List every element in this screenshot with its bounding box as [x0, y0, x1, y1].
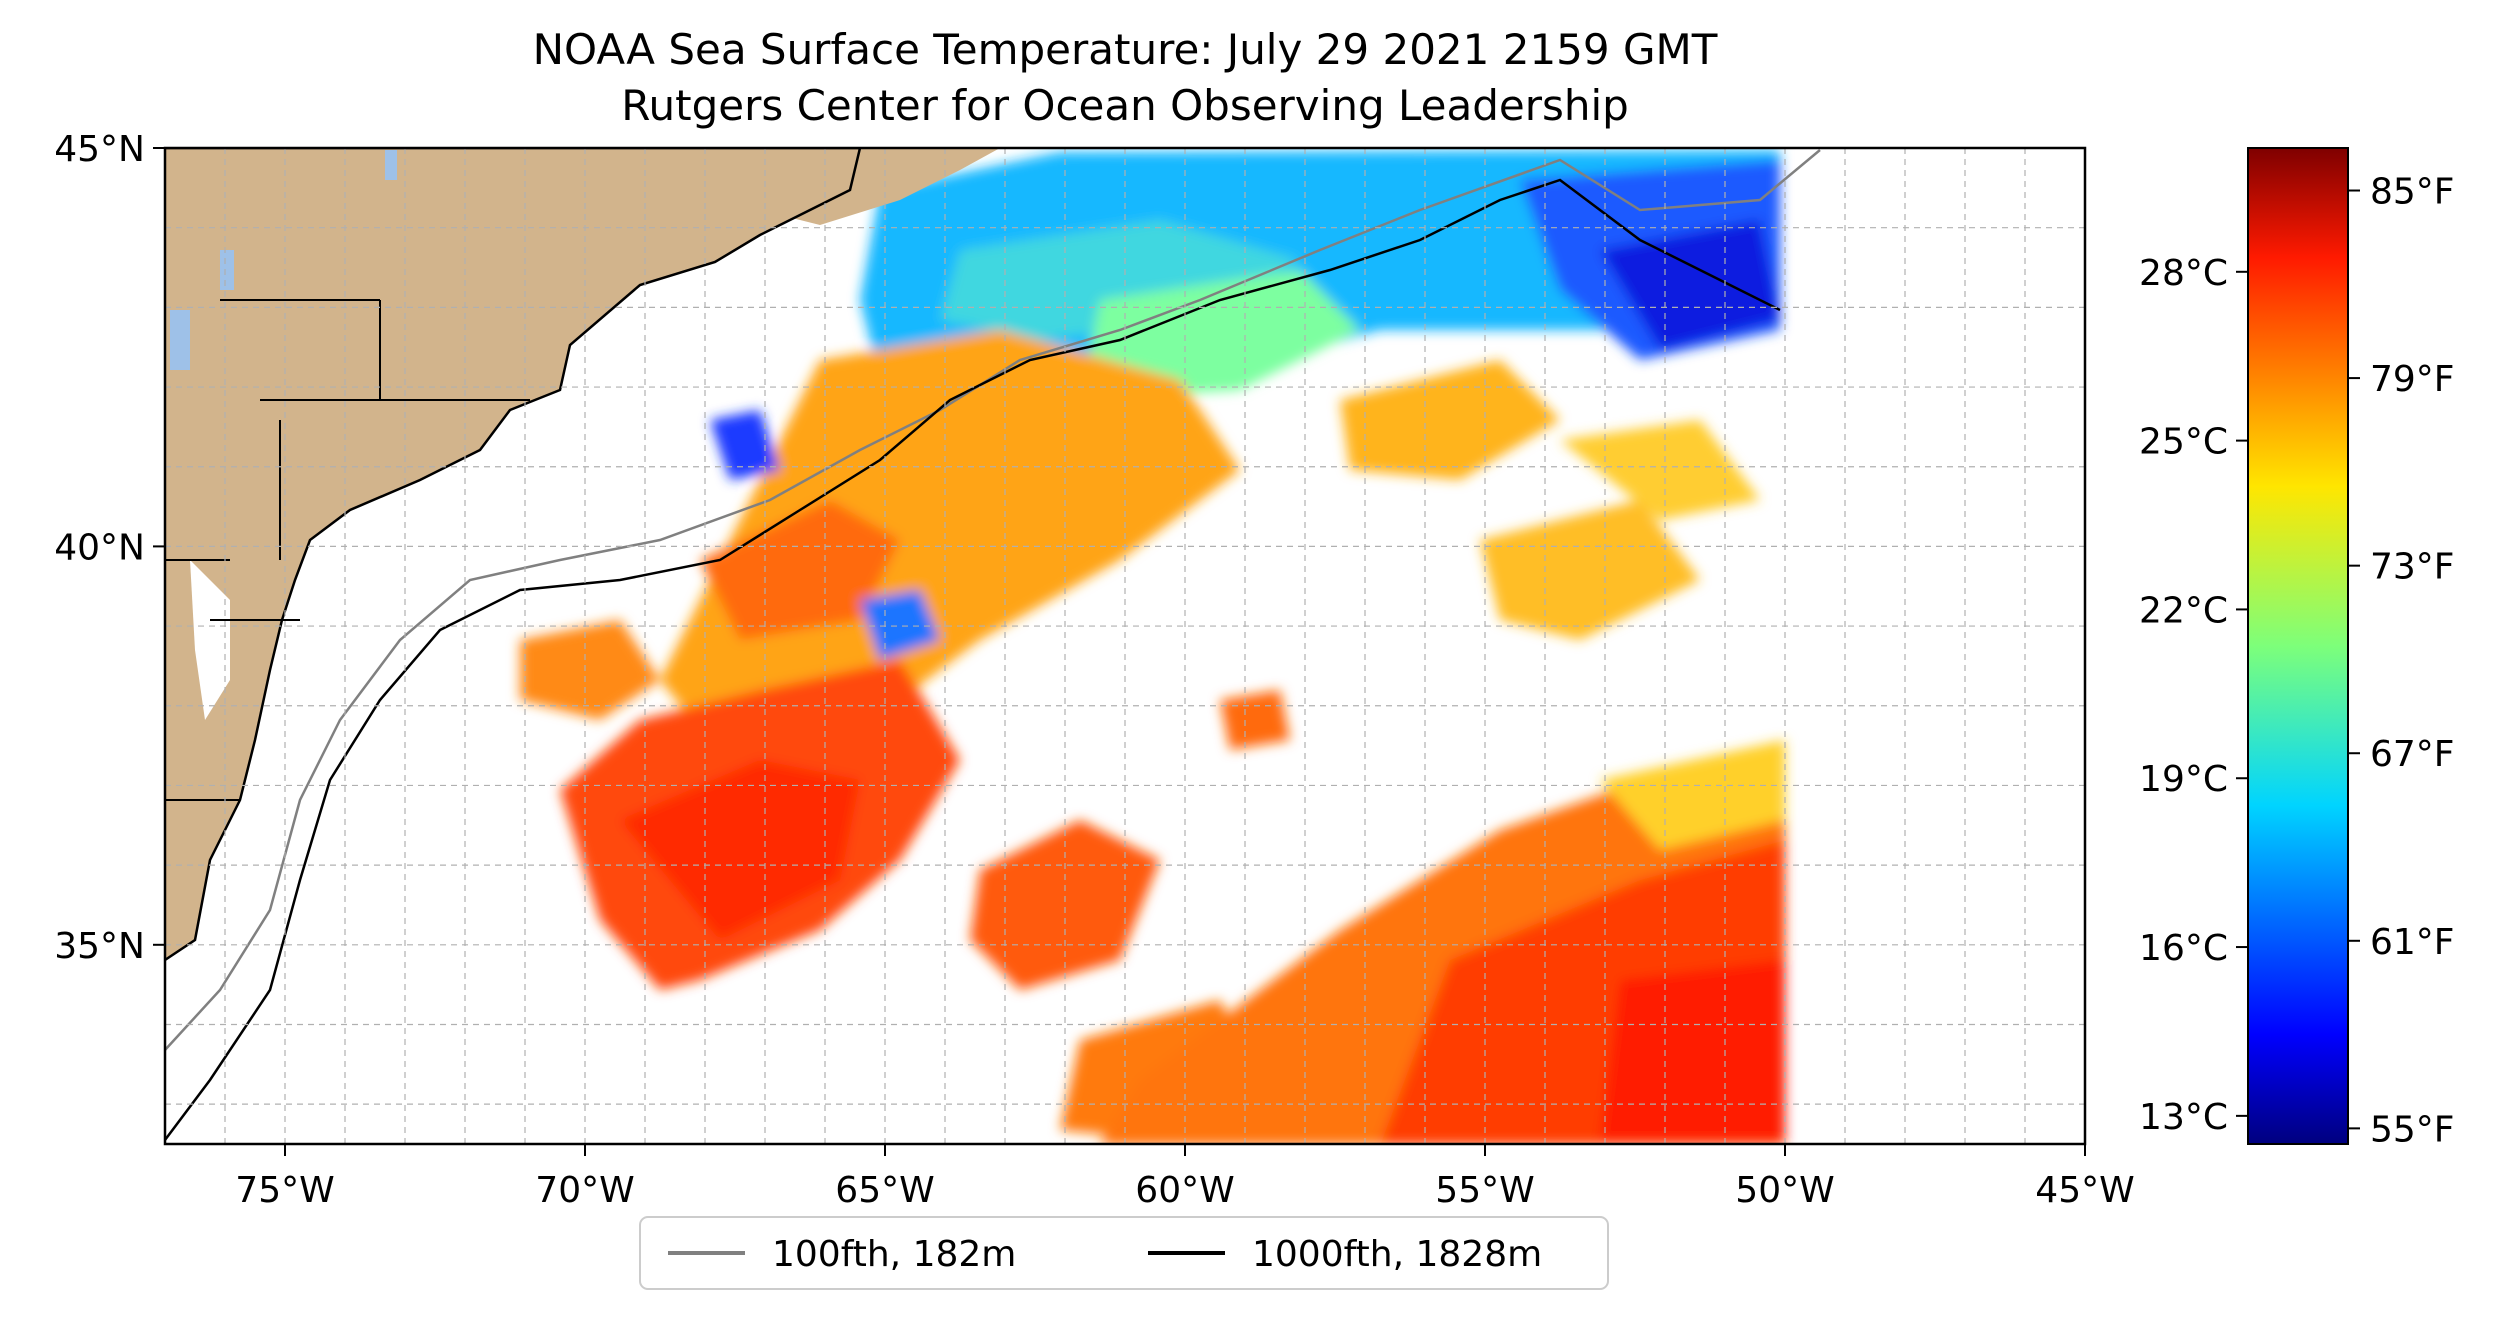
isobath-legend: 100fth, 182m 1000fth, 1828m: [639, 1216, 1609, 1290]
fahrenheit-tick-label: 85°F: [2370, 172, 2455, 213]
fahrenheit-tick-label: 55°F: [2370, 1109, 2455, 1150]
isobath-1000fth-line: [165, 178, 1781, 1141]
lat-tick-label: 40°N: [54, 527, 145, 568]
land-layer: [165, 148, 1000, 962]
lon-tick-label: 55°W: [1435, 1170, 1534, 1211]
isobath-100fth-line: [165, 149, 1821, 1051]
latitude-axis: 45°N 40°N 35°N: [54, 129, 165, 967]
lon-tick-label: 65°W: [835, 1170, 934, 1211]
celsius-tick-label: 13°C: [2139, 1097, 2228, 1138]
colorbar-fahrenheit-ticks: 85°F 79°F 73°F 67°F 61°F 55°F: [2348, 172, 2455, 1150]
map-subtitle: Rutgers Center for Ocean Observing Leade…: [621, 81, 1629, 130]
lat-tick-label: 35°N: [54, 926, 145, 967]
celsius-tick-label: 16°C: [2139, 928, 2228, 969]
lon-tick-label: 50°W: [1735, 1170, 1834, 1211]
lon-tick-label: 75°W: [235, 1170, 334, 1211]
lon-tick-label: 45°W: [2035, 1170, 2134, 1211]
map-title: NOAA Sea Surface Temperature: July 29 20…: [532, 25, 1718, 74]
legend-label-100fth: 100fth, 182m: [772, 1234, 1016, 1275]
legend-label-1000fth: 1000fth, 1828m: [1252, 1234, 1542, 1275]
fahrenheit-tick-label: 61°F: [2370, 922, 2455, 963]
colorbar-celsius-ticks: 28°C 25°C 22°C 19°C 16°C 13°C: [2139, 253, 2248, 1138]
sst-data-layer: [520, 150, 1785, 1144]
map-gridlines: [165, 148, 2085, 1144]
map-frame: [163, 146, 2087, 1146]
celsius-tick-label: 19°C: [2139, 759, 2228, 800]
lon-tick-label: 70°W: [535, 1170, 634, 1211]
colorbar: [2247, 147, 2349, 1145]
longitude-axis: 75°W 70°W 65°W 60°W 55°W 50°W 45°W: [235, 1144, 2135, 1211]
celsius-tick-label: 25°C: [2139, 422, 2228, 463]
celsius-tick-label: 22°C: [2139, 590, 2228, 631]
lat-tick-label: 45°N: [54, 129, 145, 170]
fahrenheit-tick-label: 67°F: [2370, 734, 2455, 775]
fahrenheit-tick-label: 79°F: [2370, 359, 2455, 400]
lon-tick-label: 60°W: [1135, 1170, 1234, 1211]
celsius-tick-label: 28°C: [2139, 253, 2228, 294]
fahrenheit-tick-label: 73°F: [2370, 547, 2455, 588]
